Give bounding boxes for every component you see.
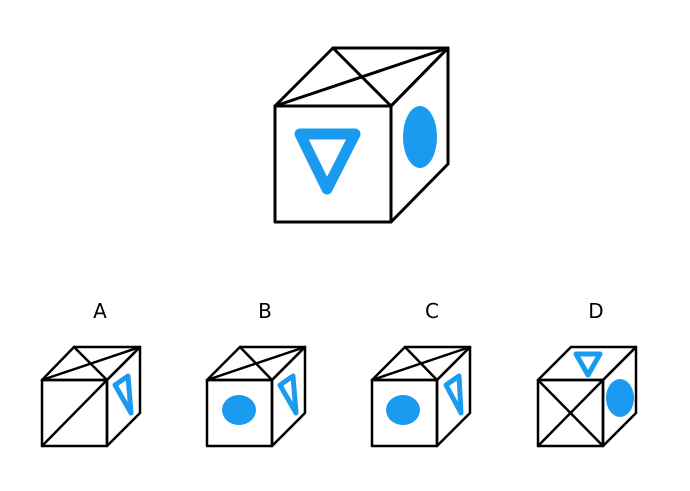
option-c-label: C (425, 299, 439, 323)
option-c[interactable]: C (370, 299, 472, 448)
option-d-label: D (588, 299, 603, 323)
triangle-outline-icon (112, 373, 134, 416)
option-d[interactable]: D (536, 299, 638, 448)
option-b-cube (205, 345, 307, 448)
option-c-cube (370, 345, 472, 448)
option-a-cube (40, 345, 142, 448)
circle-icon (386, 395, 420, 425)
option-b-label: B (258, 299, 272, 323)
option-d-cube (536, 345, 638, 448)
option-b[interactable]: B (205, 299, 307, 448)
circle-icon (222, 395, 256, 425)
triangle-outline-icon (443, 373, 464, 416)
circle-icon (403, 106, 437, 168)
triangle-outline-icon (573, 351, 603, 378)
option-a[interactable]: A (40, 299, 142, 448)
triangle-outline-icon (277, 373, 299, 416)
option-a-label: A (93, 299, 107, 323)
reference-cube-front-face (273, 104, 393, 224)
circle-icon (606, 379, 634, 417)
reference-cube-top-face (273, 46, 450, 108)
triangle-outline-icon (294, 128, 361, 195)
reference-cube (273, 46, 450, 224)
reference-cube-right-face (389, 46, 450, 224)
